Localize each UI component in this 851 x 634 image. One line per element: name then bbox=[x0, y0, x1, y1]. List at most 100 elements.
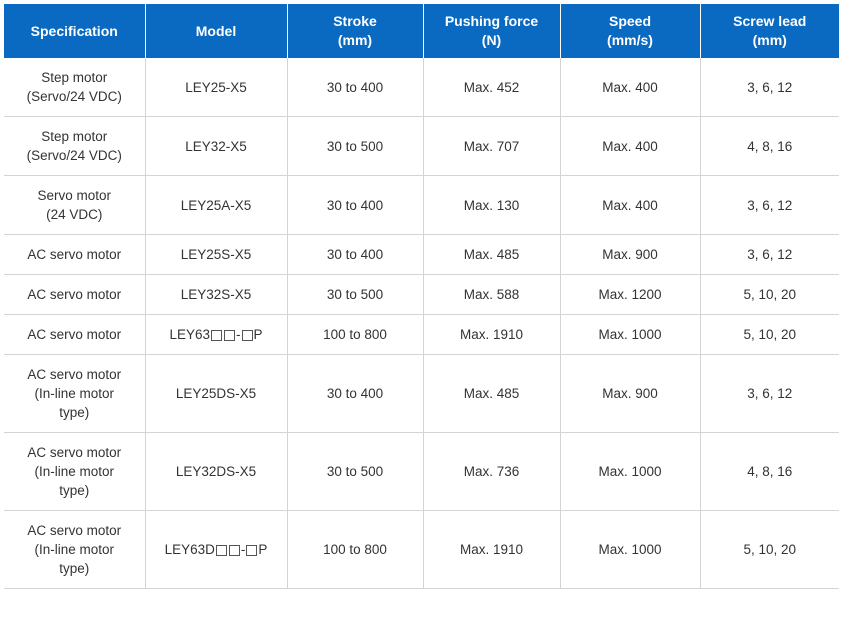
specification-line: (24 VDC) bbox=[46, 207, 103, 222]
header-pushing-force-unit: (N) bbox=[481, 32, 502, 48]
specification-line: AC servo motor bbox=[27, 367, 122, 382]
header-screw-lead: Screw lead (mm) bbox=[699, 4, 839, 58]
cell-stroke: 30 to 500 bbox=[286, 274, 423, 315]
header-screw-lead-unit: (mm) bbox=[752, 32, 787, 48]
model-dash: - bbox=[240, 542, 246, 557]
cell-speed: Max. 1000 bbox=[559, 432, 700, 511]
cell-specification: AC servo motor (In-line motor type) bbox=[4, 510, 145, 589]
cell-specification: AC servo motor bbox=[4, 234, 145, 275]
header-model-line: Model bbox=[195, 22, 237, 39]
model-placeholder-box: □ bbox=[241, 330, 253, 341]
specification-line: (In-line motor bbox=[34, 464, 115, 479]
specification-line: (In-line motor bbox=[34, 542, 115, 557]
table-row: AC servo motor LEY32S-X5 30 to 500 Max. … bbox=[4, 274, 839, 315]
cell-pushing-force: Max. 130 bbox=[422, 175, 560, 235]
cell-stroke: 100 to 800 bbox=[286, 314, 423, 355]
cell-model: LEY32-X5 bbox=[144, 116, 287, 176]
table-row: Servo motor (24 VDC) LEY25A-X5 30 to 400… bbox=[4, 175, 839, 235]
model-placeholder-box: □ bbox=[211, 330, 223, 341]
model-suffix: P bbox=[258, 542, 268, 557]
specification-line: AC servo motor bbox=[27, 523, 122, 538]
model-placeholder-box: □ bbox=[246, 545, 258, 556]
header-speed: Speed (mm/s) bbox=[559, 4, 700, 58]
model-dash: - bbox=[236, 327, 241, 342]
specification-line: (Servo/24 VDC) bbox=[26, 148, 122, 163]
cell-specification: Servo motor (24 VDC) bbox=[4, 175, 145, 235]
cell-pushing-force: Max. 588 bbox=[422, 274, 560, 315]
cell-stroke: 30 to 500 bbox=[286, 116, 423, 176]
table-row: AC servo motor (In-line motor type) LEY3… bbox=[4, 432, 839, 511]
cell-speed: Max. 400 bbox=[559, 116, 700, 176]
spec-table: Specification Model Stroke (mm) Pushing … bbox=[4, 4, 839, 589]
table-row: AC servo motor (In-line motor type) LEY6… bbox=[4, 510, 839, 589]
specification-line: AC servo motor bbox=[27, 327, 122, 342]
cell-speed: Max. 1200 bbox=[559, 274, 700, 315]
cell-pushing-force: Max. 452 bbox=[422, 58, 560, 117]
cell-model: LEY25A-X5 bbox=[144, 175, 287, 235]
cell-screw-lead: 3, 6, 12 bbox=[699, 175, 839, 235]
header-model: Model bbox=[144, 4, 287, 58]
header-pushing-force: Pushing force (N) bbox=[422, 4, 560, 58]
cell-model: LEY25DS-X5 bbox=[144, 354, 287, 433]
header-row: Specification Model Stroke (mm) Pushing … bbox=[4, 4, 839, 58]
cell-pushing-force: Max. 736 bbox=[422, 432, 560, 511]
cell-screw-lead: 5, 10, 20 bbox=[699, 274, 839, 315]
cell-pushing-force: Max. 485 bbox=[422, 354, 560, 433]
header-specification: Specification bbox=[4, 4, 145, 58]
model-placeholder-box: □ bbox=[215, 545, 227, 556]
cell-speed: Max. 1000 bbox=[559, 510, 700, 589]
model-prefix: LEY63D bbox=[164, 542, 215, 557]
specification-line: (Servo/24 VDC) bbox=[26, 89, 122, 104]
cell-model: LEY32S-X5 bbox=[144, 274, 287, 315]
header-specification-line: Specification bbox=[30, 22, 118, 39]
specification-line: Servo motor bbox=[37, 188, 112, 203]
specification-line: type) bbox=[59, 405, 90, 420]
specification-line: Step motor bbox=[41, 70, 108, 85]
specification-line: Step motor bbox=[41, 129, 108, 144]
table-row: Step motor (Servo/24 VDC) LEY25-X5 30 to… bbox=[4, 58, 839, 117]
header-stroke-unit: (mm) bbox=[337, 32, 373, 48]
cell-specification: AC servo motor bbox=[4, 274, 145, 315]
cell-speed: Max. 400 bbox=[559, 58, 700, 117]
cell-stroke: 30 to 400 bbox=[286, 354, 423, 433]
cell-specification: AC servo motor (In-line motor type) bbox=[4, 354, 145, 433]
cell-pushing-force: Max. 485 bbox=[422, 234, 560, 275]
specification-line: AC servo motor bbox=[27, 287, 122, 302]
cell-screw-lead: 5, 10, 20 bbox=[699, 510, 839, 589]
cell-specification: AC servo motor (In-line motor type) bbox=[4, 432, 145, 511]
header-stroke-title: Stroke bbox=[333, 13, 377, 29]
header-speed-title: Speed bbox=[608, 13, 651, 29]
cell-model: LEY25S-X5 bbox=[144, 234, 287, 275]
cell-model: LEY25-X5 bbox=[144, 58, 287, 117]
cell-speed: Max. 1000 bbox=[559, 314, 700, 355]
cell-specification: AC servo motor bbox=[4, 314, 145, 355]
cell-specification: Step motor (Servo/24 VDC) bbox=[4, 116, 145, 176]
model-placeholder-box: □ bbox=[228, 545, 240, 556]
cell-pushing-force: Max. 707 bbox=[422, 116, 560, 176]
table-row: AC servo motor LEY25S-X5 30 to 400 Max. … bbox=[4, 234, 839, 275]
cell-screw-lead: 3, 6, 12 bbox=[699, 58, 839, 117]
cell-speed: Max. 900 bbox=[559, 234, 700, 275]
cell-stroke: 30 to 400 bbox=[286, 175, 423, 235]
specification-line: type) bbox=[59, 561, 90, 576]
cell-screw-lead: 3, 6, 12 bbox=[699, 354, 839, 433]
cell-screw-lead: 4, 8, 16 bbox=[699, 432, 839, 511]
cell-screw-lead: 4, 8, 16 bbox=[699, 116, 839, 176]
model-prefix: LEY63 bbox=[169, 327, 211, 342]
cell-model: LEY32DS-X5 bbox=[144, 432, 287, 511]
cell-screw-lead: 5, 10, 20 bbox=[699, 314, 839, 355]
cell-model: LEY63□□-□P bbox=[144, 314, 287, 355]
header-stroke: Stroke (mm) bbox=[286, 4, 423, 58]
cell-stroke: 30 to 400 bbox=[286, 58, 423, 117]
cell-stroke: 30 to 400 bbox=[286, 234, 423, 275]
cell-pushing-force: Max. 1910 bbox=[422, 314, 560, 355]
table-row: AC servo motor (In-line motor type) LEY2… bbox=[4, 354, 839, 433]
specification-line: AC servo motor bbox=[27, 247, 122, 262]
header-screw-lead-title: Screw lead bbox=[733, 13, 807, 29]
header-pushing-force-title: Pushing force bbox=[444, 13, 539, 29]
specification-line: (In-line motor bbox=[34, 386, 115, 401]
model-suffix: P bbox=[253, 327, 263, 342]
cell-pushing-force: Max. 1910 bbox=[422, 510, 560, 589]
table-row: AC servo motor LEY63□□-□P 100 to 800 Max… bbox=[4, 314, 839, 355]
cell-speed: Max. 400 bbox=[559, 175, 700, 235]
